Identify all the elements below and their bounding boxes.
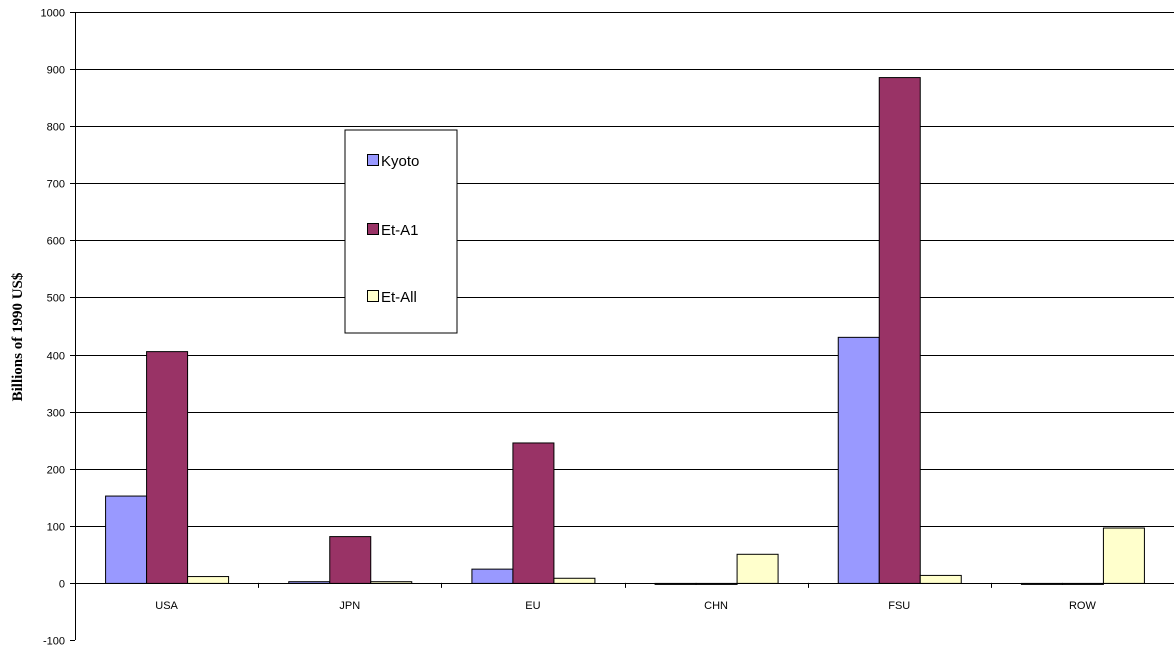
y-tick-label: 800 bbox=[47, 122, 65, 134]
bar-kyoto-eu bbox=[471, 568, 514, 584]
legend-label: Et-A1 bbox=[381, 222, 419, 239]
legend-label: Et-All bbox=[381, 289, 417, 306]
y-tick-label: 600 bbox=[47, 236, 65, 248]
x-tick-label: ROW bbox=[1069, 600, 1097, 612]
bar-et-all-chn bbox=[736, 553, 779, 584]
legend-swatch bbox=[367, 154, 379, 166]
legend-swatch bbox=[367, 290, 379, 302]
bar-kyoto-usa bbox=[105, 495, 148, 584]
y-tick-label: 300 bbox=[47, 408, 65, 420]
y-tick-label: 700 bbox=[47, 179, 65, 191]
legend-label: Kyoto bbox=[381, 153, 419, 170]
tick-labels: -100 0 100 200 300 400 500 600 700 800 900 1000 USA J… bbox=[41, 8, 1097, 648]
x-tick-label: CHN bbox=[704, 600, 728, 612]
bar-et-all-row bbox=[1102, 527, 1145, 584]
y-tick-label: 0 bbox=[59, 579, 65, 591]
bar-et-a1-fsu bbox=[878, 77, 921, 584]
y-tick-label: 400 bbox=[47, 351, 65, 363]
bar-kyoto-fsu bbox=[837, 336, 880, 584]
bar-et-a1-jpn bbox=[329, 536, 372, 584]
bar-et-all-usa bbox=[187, 576, 230, 584]
bar-et-a1-eu bbox=[512, 442, 555, 584]
y-tick-label: 100 bbox=[47, 522, 65, 534]
y-axis-label: Billions of 1990 US$ bbox=[10, 272, 26, 401]
bar-et-all-eu bbox=[553, 577, 596, 584]
x-tick-label: USA bbox=[155, 600, 178, 612]
legend: Kyoto Et-A1 Et-All bbox=[344, 129, 458, 334]
legend-box bbox=[344, 129, 458, 334]
y-tick-label: 900 bbox=[47, 65, 65, 77]
y-tick-label: 1000 bbox=[41, 8, 65, 20]
y-tick-label: 500 bbox=[47, 293, 65, 305]
y-tick-label: -100 bbox=[43, 636, 65, 648]
x-tick-label: EU bbox=[525, 600, 540, 612]
y-tick-label: 200 bbox=[47, 465, 65, 477]
bars bbox=[105, 77, 1145, 585]
axes bbox=[70, 12, 1174, 641]
bar-et-a1-usa bbox=[146, 351, 189, 584]
x-tick-label: FSU bbox=[888, 600, 910, 612]
x-tick-label: JPN bbox=[339, 600, 360, 612]
legend-swatch bbox=[367, 223, 379, 235]
bar-et-all-fsu bbox=[919, 574, 962, 584]
gridlines bbox=[75, 12, 1174, 584]
